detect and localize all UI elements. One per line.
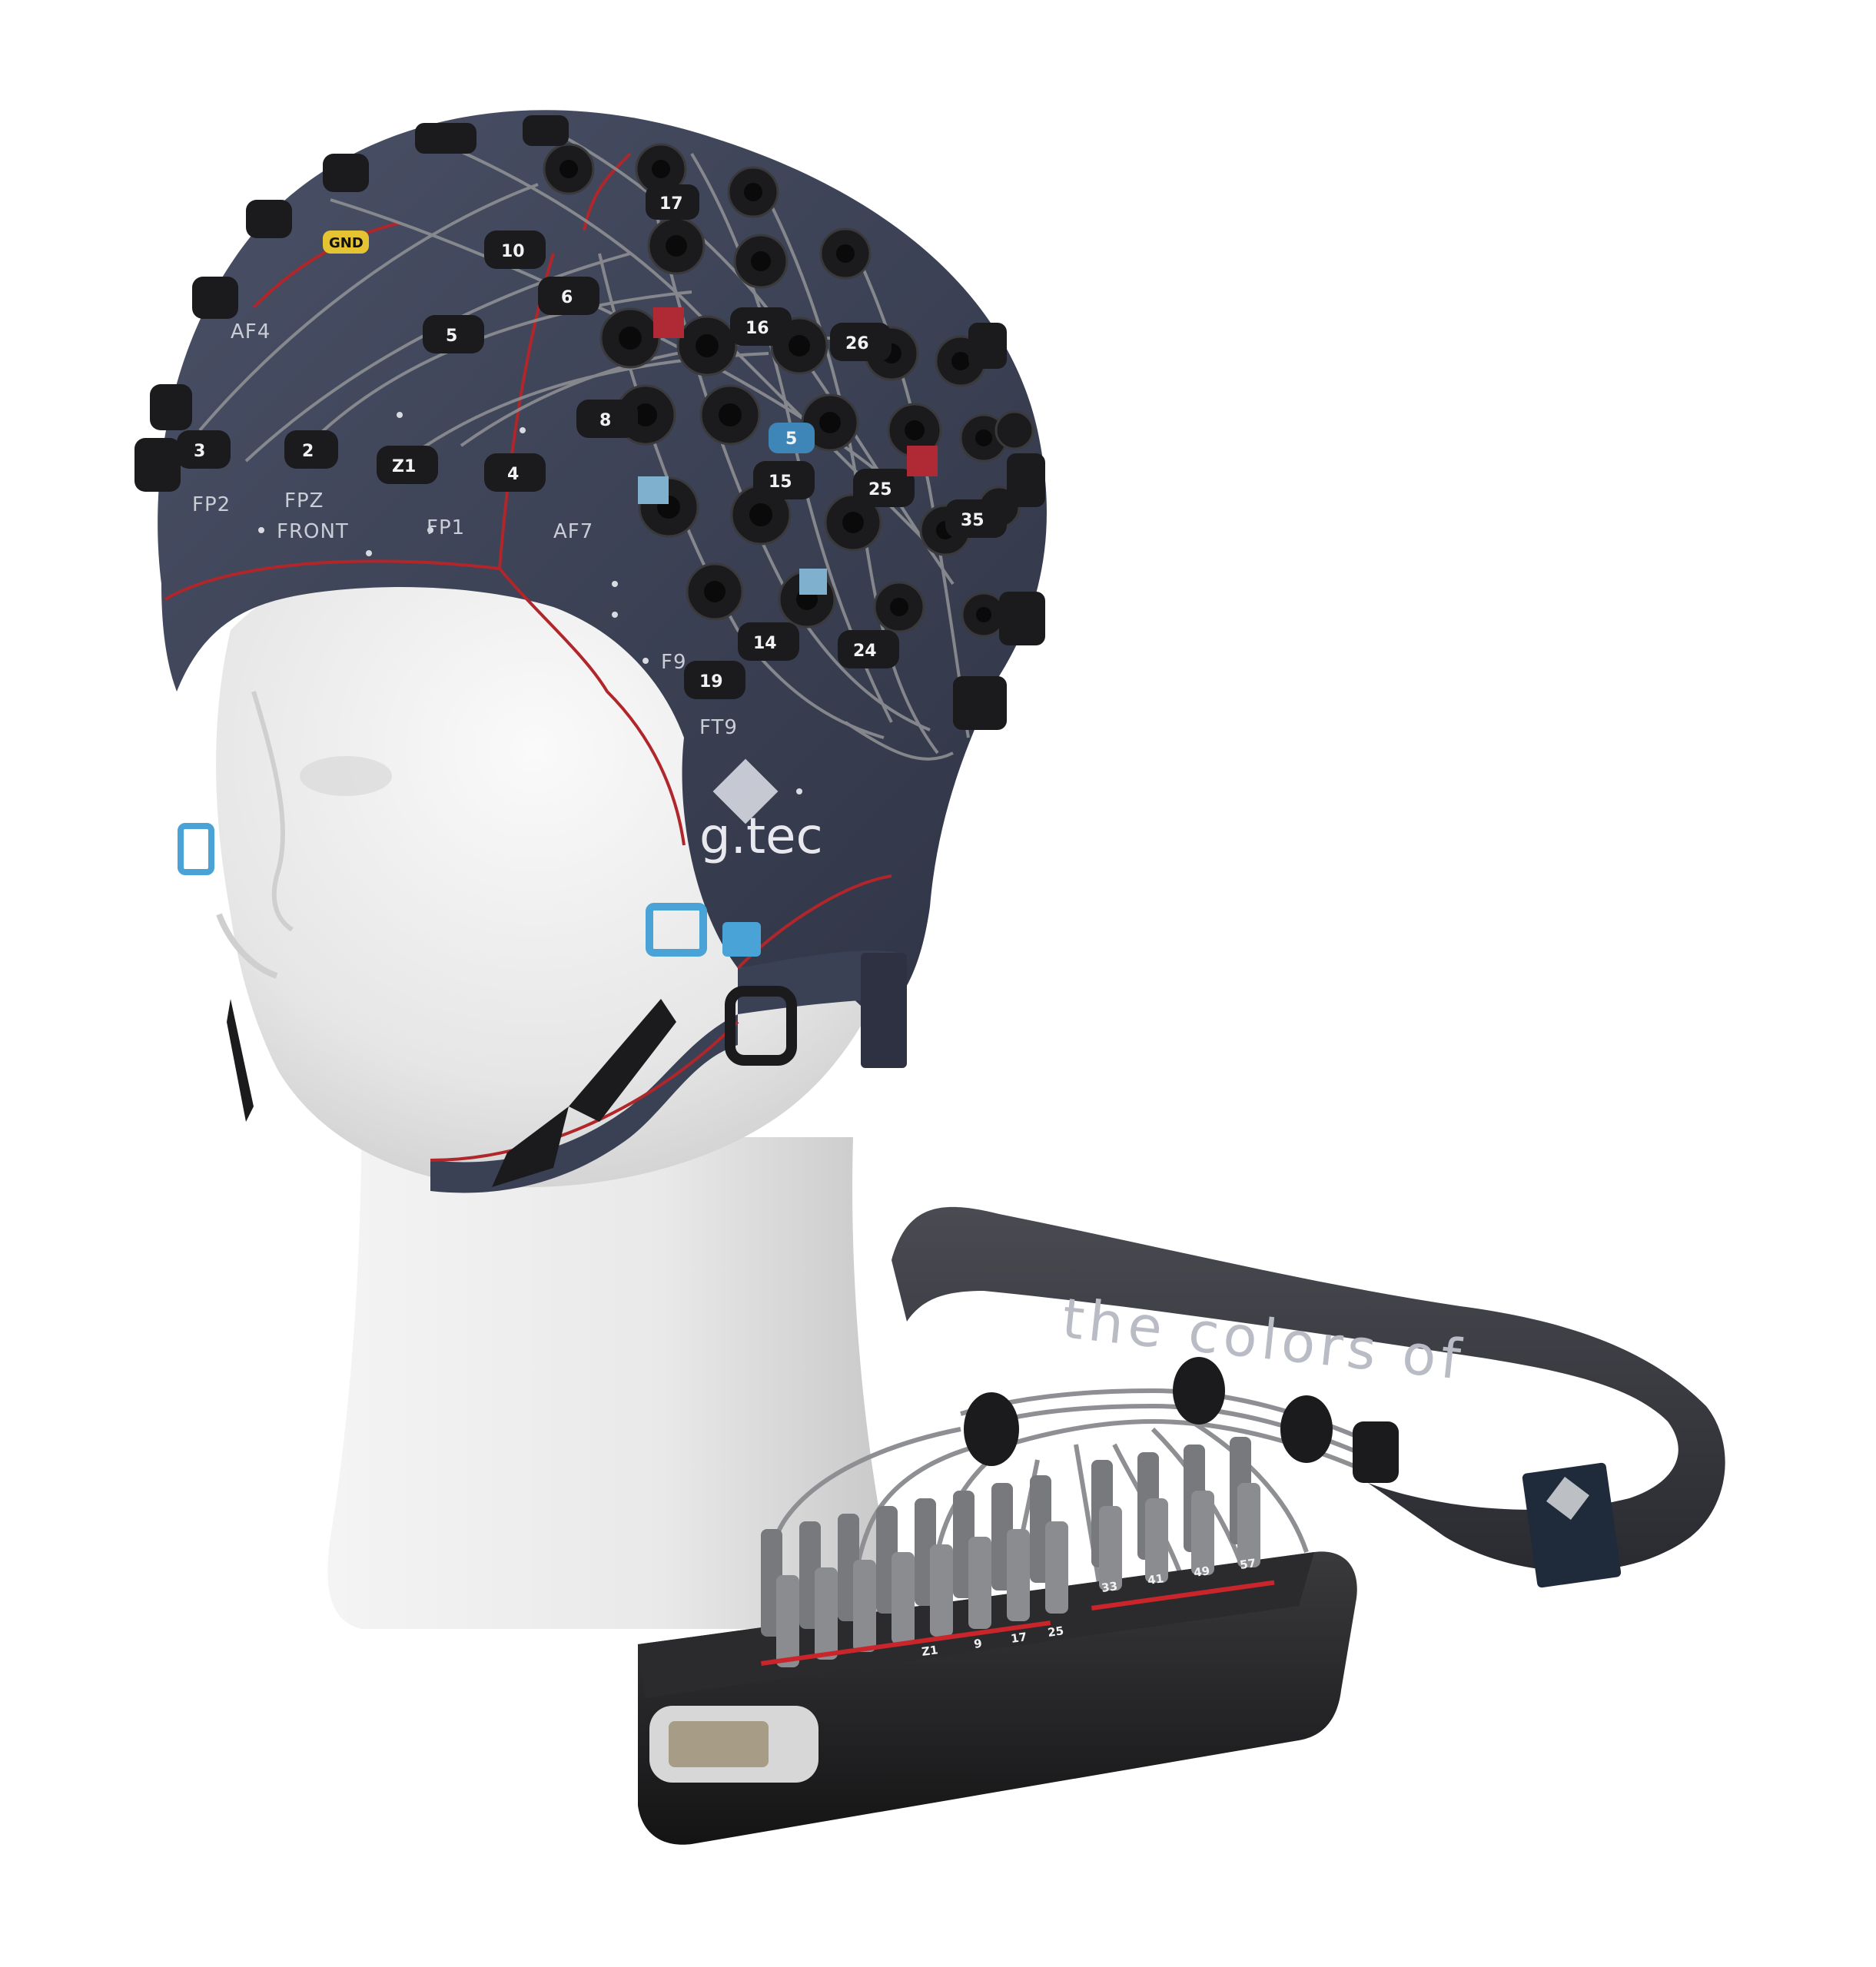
electrode-number: 8 <box>599 411 611 430</box>
electrode-housing: 17 <box>646 184 699 220</box>
electrode-number: 3 <box>194 442 205 461</box>
electrode-number: 10 <box>501 242 525 261</box>
accent-blue <box>799 569 827 595</box>
electrode-number: 26 <box>845 334 869 353</box>
channel-label: 49 <box>1193 1564 1210 1580</box>
electrode-housing: 6 <box>538 277 599 315</box>
label-af4: AF4 <box>231 320 271 343</box>
electrode-number: 5 <box>785 430 797 449</box>
electrode-number: 6 <box>561 288 573 307</box>
label-fp1: FP1 <box>427 516 465 539</box>
box-plug-pins <box>669 1721 769 1767</box>
label-front: FRONT <box>277 520 349 543</box>
electrode-housing: 16 <box>730 307 792 346</box>
ear-clip <box>181 826 211 872</box>
electrode-number: 24 <box>853 642 877 661</box>
electrode-number: 4 <box>507 465 519 484</box>
electrode-housing: 19 <box>684 661 745 699</box>
cap-tag <box>861 953 907 1068</box>
electrode-housing: 24 <box>838 630 899 668</box>
label-fpz: FPZ <box>284 489 324 512</box>
accent-red <box>653 307 684 338</box>
electrode-housing: 14 <box>738 622 799 661</box>
channel-label: 41 <box>1147 1571 1164 1587</box>
electrode-number: 35 <box>961 511 984 530</box>
channel-label: Z1 <box>921 1643 939 1659</box>
electrode-housing: 3 <box>177 430 231 469</box>
electrode-number: 19 <box>699 672 723 692</box>
electrode-housing: Z1 <box>377 446 438 484</box>
label-ft9: FT9 <box>699 716 738 739</box>
channel-label: 33 <box>1101 1579 1118 1595</box>
electrode-housing: 26 <box>830 323 892 361</box>
sleeve-tag <box>1522 1462 1622 1588</box>
electrode-housing: 2 <box>284 430 338 469</box>
accent-blue <box>638 476 669 504</box>
electrode-number: 15 <box>769 473 792 492</box>
gnd-label: GND <box>329 235 364 251</box>
electrode-housing: 25 <box>853 469 915 507</box>
label-f9: F9 <box>661 651 687 674</box>
electrode-number: 17 <box>659 194 683 214</box>
electrode-number: Z1 <box>392 457 416 476</box>
electrode-housing: 5 <box>769 423 815 453</box>
electrode-housing: 35 <box>945 499 1007 538</box>
cap-brand-text: g.tec <box>699 808 823 865</box>
label-fp2: FP2 <box>192 493 231 516</box>
electrode-housing: 5 <box>423 315 484 353</box>
channel-label: 57 <box>1239 1556 1257 1572</box>
channel-label: 25 <box>1047 1624 1064 1640</box>
electrode-number: 2 <box>302 442 314 461</box>
side-clip-tab <box>722 922 761 957</box>
electrode-housing: 15 <box>753 461 815 499</box>
electrode-number: 5 <box>446 327 457 346</box>
accent-red <box>907 446 938 476</box>
gnd-electrode: GND <box>323 231 369 254</box>
electrode-housing: 8 <box>576 400 638 438</box>
electrode-housing: 4 <box>484 453 546 492</box>
label-af7: AF7 <box>553 520 593 543</box>
electrode-number: 16 <box>745 319 769 338</box>
electrode-number: 14 <box>753 634 777 653</box>
left-strap <box>227 999 254 1122</box>
electrode-housing: 10 <box>484 231 546 269</box>
electrode-number: 25 <box>868 480 892 499</box>
channel-label: 17 <box>1010 1630 1028 1646</box>
